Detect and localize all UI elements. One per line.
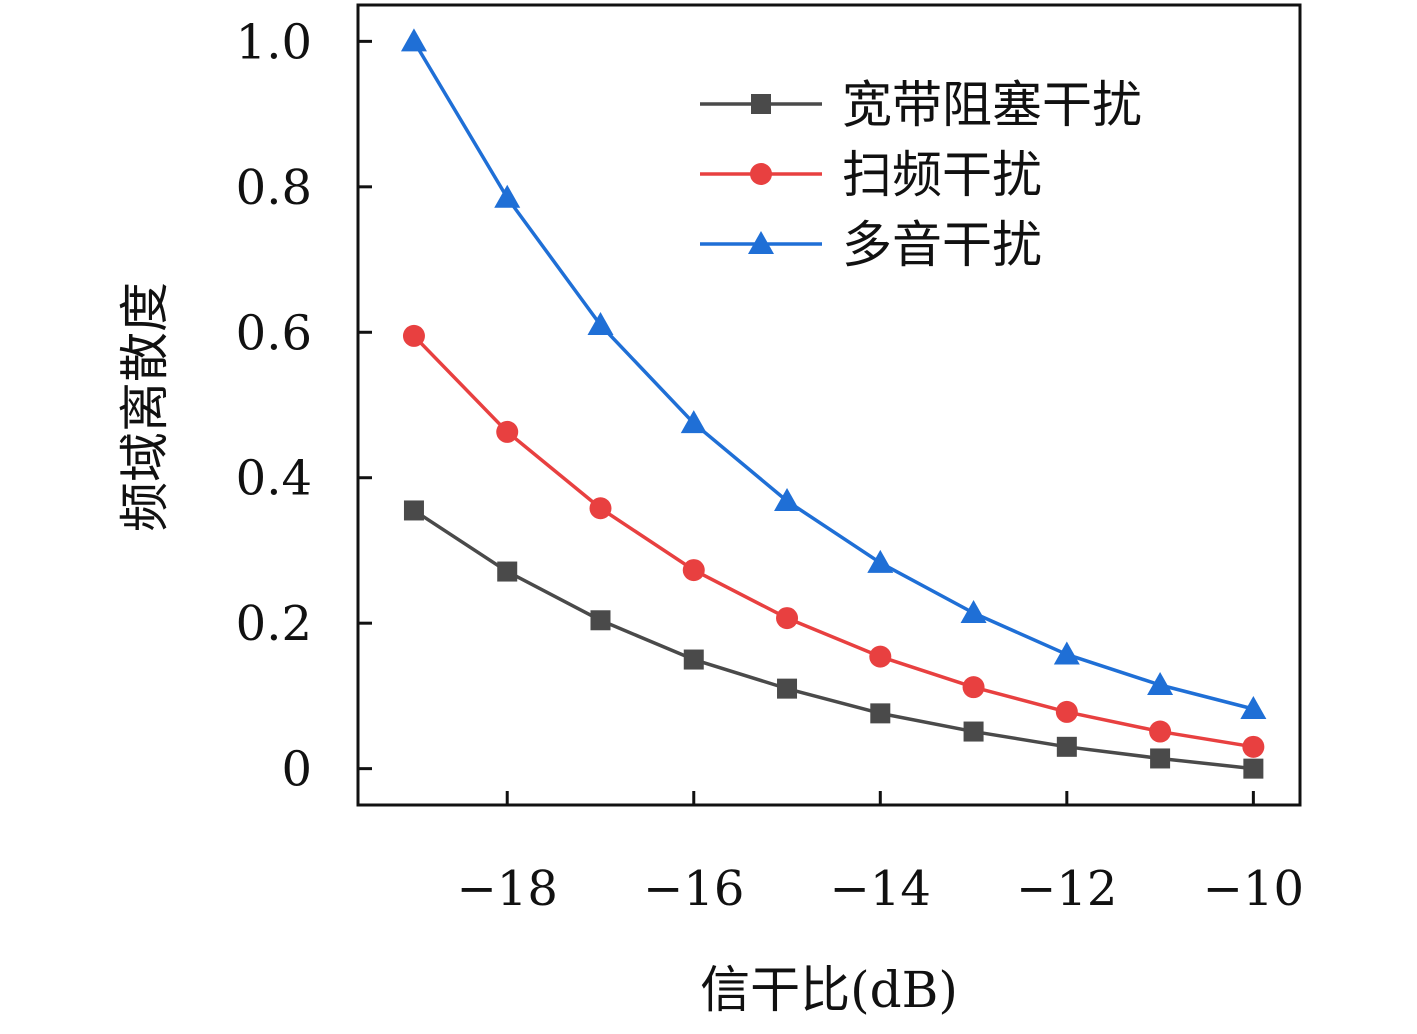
legend-marker	[748, 231, 774, 254]
y-axis-title: 频域离散度	[116, 282, 174, 532]
series-line	[413, 508, 1254, 771]
data-point	[400, 28, 427, 52]
data-point	[590, 610, 611, 631]
y-tick-label: 0.2	[236, 596, 312, 652]
data-point	[963, 721, 984, 742]
x-tick-label: −10	[1203, 861, 1304, 917]
data-point	[870, 703, 891, 724]
y-tick-label: 0.8	[236, 160, 312, 216]
y-tick-label: 0.6	[236, 305, 312, 361]
x-tick-label: −18	[457, 861, 558, 917]
data-point	[867, 549, 894, 573]
data-point	[1242, 735, 1265, 758]
series-line	[412, 334, 1254, 749]
data-point	[1149, 720, 1172, 743]
legend-marker	[751, 94, 771, 114]
legend-label: 宽带阻塞干扰	[842, 76, 1142, 134]
series-circle	[402, 324, 1265, 758]
data-point	[1150, 748, 1171, 769]
plot-frame	[356, 3, 1302, 807]
x-tick-label: −14	[830, 861, 931, 917]
x-tick-label: −16	[643, 861, 744, 917]
data-point	[683, 649, 704, 670]
legend-label: 多音干扰	[842, 216, 1042, 274]
data-point	[774, 488, 801, 511]
series-line	[412, 40, 1254, 711]
data-point	[777, 678, 798, 699]
series-layer	[400, 28, 1267, 779]
x-tick-label: −12	[1016, 861, 1117, 917]
data-point	[869, 645, 892, 668]
data-point	[1053, 641, 1080, 665]
data-point	[497, 561, 518, 582]
x-axis-ticks: −18 −16 −14 −12 −10	[457, 791, 1304, 917]
data-point	[962, 676, 985, 699]
data-point	[776, 607, 799, 630]
series-square	[403, 500, 1264, 779]
data-point	[1243, 758, 1264, 779]
data-point	[1240, 696, 1267, 719]
y-axis-ticks: 0 0.2 0.4 0.6 0.8 1.0	[236, 14, 372, 798]
data-point	[587, 312, 614, 335]
y-tick-label: 0.4	[236, 451, 312, 507]
data-point	[402, 324, 425, 347]
data-point	[1147, 672, 1174, 695]
y-tick-label: 1.0	[236, 14, 312, 70]
data-point	[403, 500, 424, 521]
data-point	[680, 410, 707, 434]
legend-marker	[750, 163, 772, 185]
data-point	[1055, 700, 1078, 723]
y-tick-label: 0	[281, 742, 312, 798]
data-point	[496, 420, 519, 443]
data-point	[589, 497, 612, 520]
data-point	[960, 600, 987, 623]
data-point	[682, 559, 705, 582]
legend-label: 扫频干扰	[842, 146, 1042, 204]
x-axis-title: 信干比(dB)	[700, 961, 958, 1019]
data-point	[494, 184, 521, 208]
data-point	[1056, 736, 1077, 757]
series-triangle	[400, 28, 1267, 719]
